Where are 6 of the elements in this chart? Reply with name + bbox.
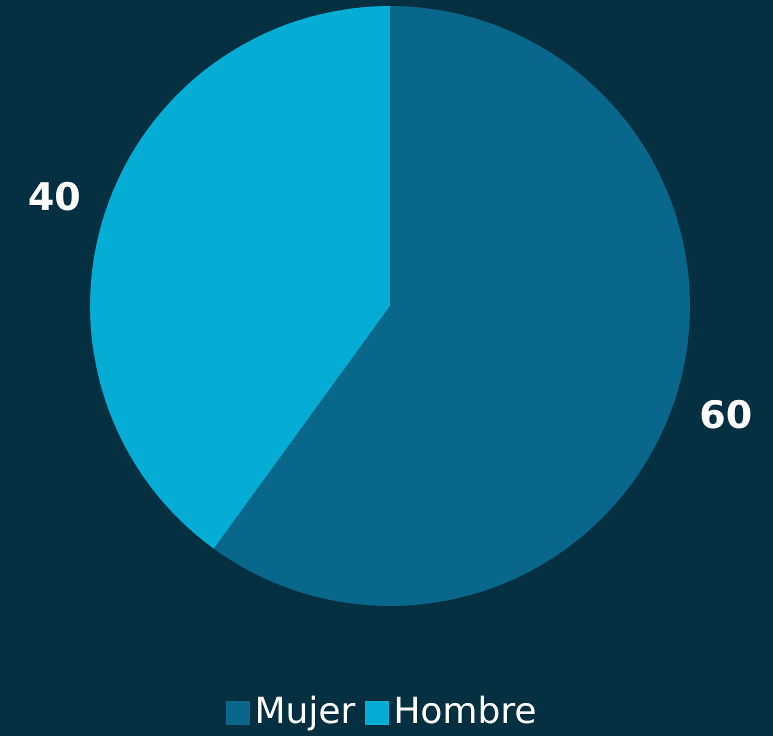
data-label: 40 <box>28 174 81 219</box>
data-label: 60 <box>699 393 752 438</box>
pie-slice <box>90 6 390 549</box>
pie-slice <box>214 6 690 606</box>
legend-label: Hombre <box>393 691 536 732</box>
legend-label: Mujer <box>254 691 356 732</box>
